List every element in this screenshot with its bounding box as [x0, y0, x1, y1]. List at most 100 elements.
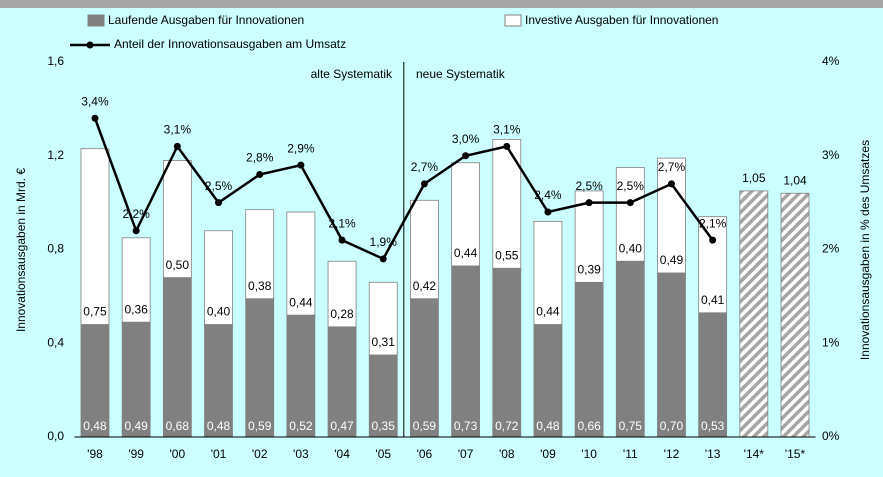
line-marker [420, 180, 428, 188]
bar [492, 267, 522, 438]
value-label: 0,75 [619, 419, 643, 433]
y2-axis-label: Innovationsausgaben in % des Umsatzes [858, 140, 872, 360]
value-label: 3,0% [452, 132, 480, 146]
bar [657, 157, 686, 274]
x-tick-label: '98 [87, 447, 103, 461]
value-label: 0,49 [124, 419, 148, 433]
value-label: 0,35 [372, 419, 396, 433]
bar [162, 160, 192, 279]
legend-swatch [504, 14, 522, 27]
bar [615, 260, 645, 438]
bar [327, 260, 357, 328]
line-marker [379, 255, 387, 263]
value-label: 2,7% [658, 160, 686, 174]
y2-tick-label: 2% [822, 242, 840, 256]
x-tick-label: '01 [211, 447, 227, 461]
bar [780, 192, 810, 438]
bar [204, 230, 233, 325]
bar [121, 321, 151, 438]
x-tick-label: '14* [744, 447, 765, 461]
value-label: 0,44 [454, 246, 478, 260]
value-label: 3,1% [493, 123, 521, 137]
value-label: 2,9% [287, 141, 315, 155]
bar [327, 326, 357, 438]
x-tick-label: '99 [128, 447, 144, 461]
value-label: 0,31 [372, 335, 396, 349]
y2-tick-label: 4% [822, 54, 840, 68]
value-label: 0,41 [701, 293, 725, 307]
x-tick-label: '07 [458, 447, 474, 461]
y2-tick-label: 1% [822, 335, 840, 349]
value-label: 0,59 [413, 419, 437, 433]
value-label: 1,05 [742, 171, 766, 185]
value-label: 0,53 [701, 419, 725, 433]
value-label: 0,47 [330, 419, 354, 433]
bar [245, 209, 275, 300]
value-label: 2,8% [246, 151, 274, 165]
bar [368, 354, 398, 438]
line-marker [215, 199, 223, 207]
line-marker [503, 142, 511, 150]
bar [615, 167, 645, 262]
x-tick-label: '10 [581, 447, 597, 461]
line-marker [462, 152, 470, 160]
y-tick-label: 0,4 [47, 335, 64, 349]
value-label: 0,72 [495, 419, 519, 433]
value-label: 0,52 [289, 419, 313, 433]
value-label: 0,38 [248, 279, 272, 293]
value-label: 0,75 [83, 305, 107, 319]
bar [245, 298, 275, 438]
value-label: 0,68 [166, 419, 190, 433]
top-band [0, 0, 883, 8]
x-tick-label: '12 [664, 447, 680, 461]
bar [698, 312, 728, 438]
value-label: 0,44 [289, 295, 313, 309]
legend-label: Anteil der Innovationsausgaben am Umsatz [114, 37, 346, 51]
line-marker [544, 208, 552, 216]
y-axis-label: Innovationsausgaben in Mrd. € [14, 168, 28, 332]
value-label: 2,5% [617, 179, 645, 193]
value-label: 2,7% [411, 160, 439, 174]
annotation: neue Systematik [416, 67, 506, 81]
bar [121, 237, 151, 323]
line-marker [132, 227, 140, 235]
legend-label: Laufende Ausgaben für Innovationen [108, 13, 304, 27]
y-tick-label: 0,8 [47, 242, 64, 256]
line-marker [256, 171, 264, 178]
value-label: 0,66 [577, 419, 601, 433]
value-label: 0,50 [166, 258, 190, 272]
line-marker [338, 236, 346, 244]
value-label: 0,48 [207, 419, 231, 433]
legend-label: Investive Ausgaben für Innovationen [525, 13, 718, 27]
y-tick-label: 0,0 [47, 429, 64, 443]
bar [574, 190, 604, 283]
bar [410, 298, 439, 438]
y-tick-label: 1,2 [47, 148, 64, 162]
line-marker [585, 199, 593, 207]
x-tick-label: '00 [170, 447, 186, 461]
bar [410, 199, 439, 300]
bar [451, 162, 480, 267]
value-label: 0,28 [330, 307, 354, 321]
x-tick-label: '15* [785, 447, 806, 461]
value-label: 0,36 [124, 302, 148, 316]
bar [286, 314, 316, 438]
value-label: 3,4% [81, 94, 109, 108]
value-label: 2,2% [122, 207, 150, 221]
line-marker [709, 236, 717, 244]
bar [574, 281, 604, 438]
x-tick-label: '06 [417, 447, 433, 461]
bar [698, 216, 728, 314]
x-tick-label: '03 [293, 447, 309, 461]
bar [533, 220, 563, 325]
value-label: 0,55 [495, 248, 519, 262]
line-marker [91, 114, 99, 122]
value-label: 0,40 [207, 305, 231, 319]
bar [451, 265, 480, 438]
legend-marker [86, 41, 94, 49]
x-tick-label: '11 [623, 447, 638, 461]
line [93, 117, 714, 261]
bar [368, 281, 398, 356]
value-label: 0,42 [413, 279, 437, 293]
